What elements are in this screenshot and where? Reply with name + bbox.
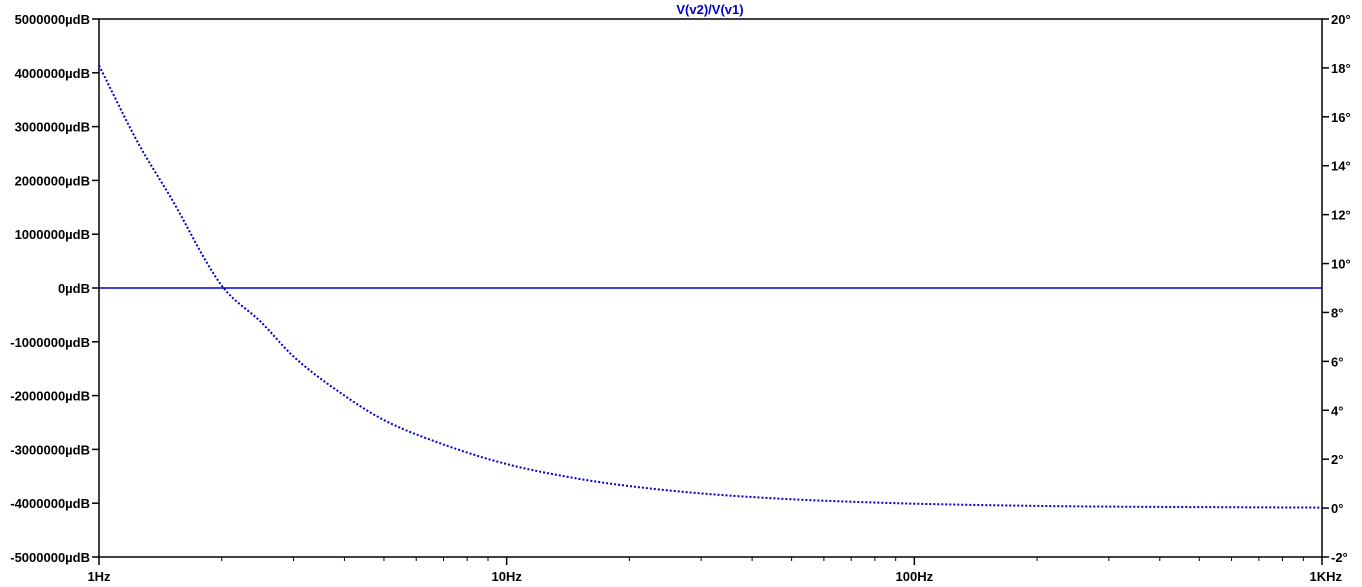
y-right-tick-label: 20° — [1331, 12, 1351, 27]
y-left-tick-label: 4000000µdB — [15, 66, 90, 81]
phase-curve — [98, 65, 1323, 509]
y-right-tick-label: 18° — [1331, 61, 1351, 76]
y-left-tick-label: 5000000µdB — [15, 12, 90, 27]
y-left-tick-label: -2000000µdB — [10, 389, 90, 404]
y-right-tick-label: 4° — [1331, 403, 1343, 418]
y-left-tick-label: 1000000µdB — [15, 227, 90, 242]
y-left-tick-label: -4000000µdB — [10, 496, 90, 511]
axes: 5000000µdB 4000000µdB 3000000µdB 2000000µdB… — [10, 12, 1350, 584]
y-right-tick-label: -2° — [1331, 550, 1348, 565]
y-left-tick-label: -1000000µdB — [10, 335, 90, 350]
x-tick-label: 100Hz — [896, 569, 934, 584]
y-left-tick-label: 0µdB — [58, 281, 90, 296]
y-right-tick-label: 8° — [1331, 305, 1343, 320]
y-left-tick-label: 2000000µdB — [15, 173, 90, 188]
series-layer — [98, 65, 1323, 509]
y-right-tick-label: 16° — [1331, 110, 1351, 125]
y-left-tick-label: 3000000µdB — [15, 120, 90, 135]
y-right-tick-label: 2° — [1331, 452, 1343, 467]
chart-title: V(v2)/V(v1) — [676, 2, 743, 17]
y-right-tick-label: 14° — [1331, 159, 1351, 174]
x-tick-label: 1Hz — [87, 569, 111, 584]
y-right-tick-label: 0° — [1331, 501, 1343, 516]
x-tick-label: 10Hz — [491, 569, 522, 584]
y-right-tick-label: 6° — [1331, 354, 1343, 369]
y-right-tick-label: 10° — [1331, 257, 1351, 272]
y-left-tick-label: -5000000µdB — [10, 550, 90, 565]
y-left-tick-label: -3000000µdB — [10, 442, 90, 457]
x-tick-label: 1KHz — [1309, 569, 1342, 584]
y-right-tick-label: 12° — [1331, 208, 1351, 223]
